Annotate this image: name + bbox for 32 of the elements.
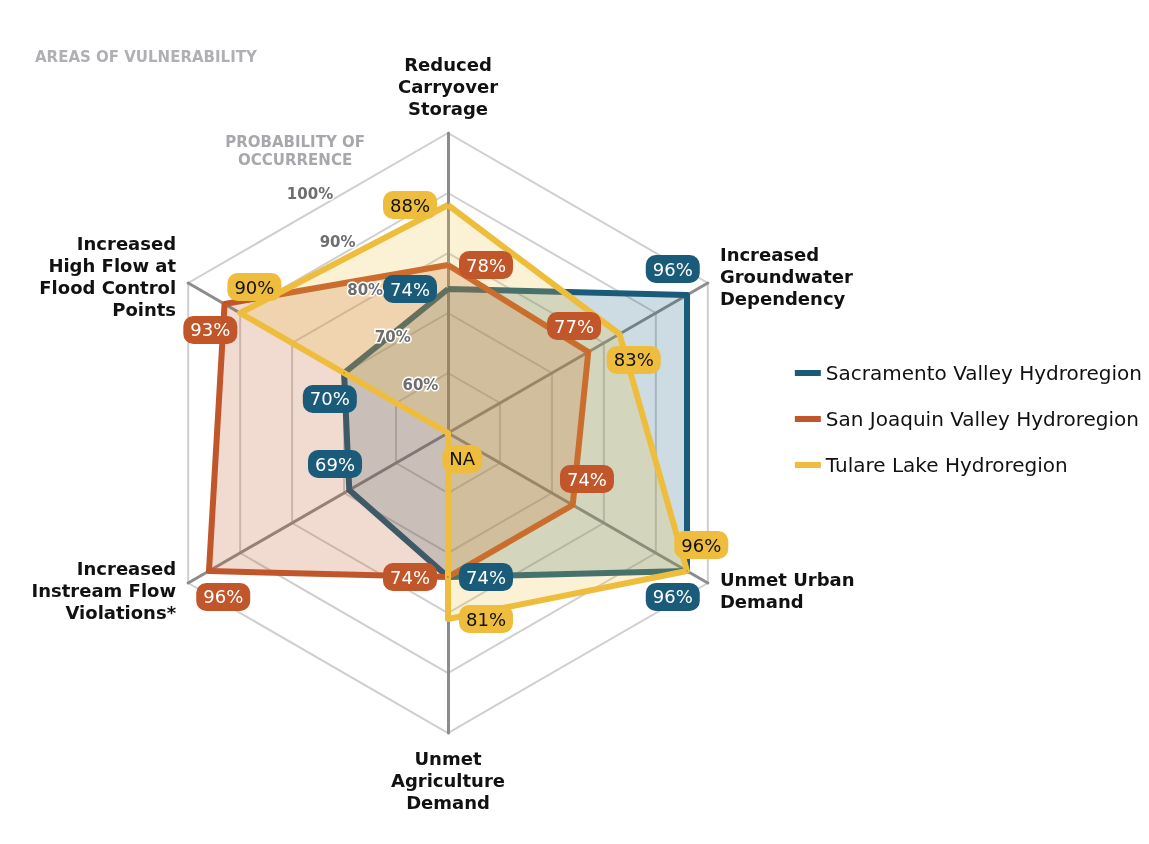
y-tick-label: 80% — [347, 280, 384, 299]
data-label: 96% — [652, 258, 693, 280]
data-label: 69% — [315, 453, 356, 475]
data-label: 81% — [465, 608, 507, 630]
data-label: 74% — [566, 468, 607, 490]
data-label: 96% — [203, 586, 244, 608]
y-tick-label: 100% — [286, 184, 334, 203]
data-label: 83% — [613, 349, 654, 371]
spoke-label: Increased High Flow at Flood Control Points — [39, 232, 177, 320]
spoke-label: Unmet Agriculture Demand — [390, 747, 506, 813]
data-label: 88% — [389, 194, 431, 216]
text: NA — [449, 448, 476, 470]
spoke-label: Unmet Urban Demand — [719, 568, 855, 612]
data-label: 96% — [681, 534, 722, 556]
spoke-label: Reduced Carryover Storage — [397, 53, 499, 119]
data-label: 78% — [465, 254, 507, 276]
data-label: 74% — [389, 566, 431, 588]
data-label: 70% — [309, 388, 350, 410]
data-label: 93% — [190, 319, 231, 341]
data-label: 90% — [234, 276, 275, 298]
data-label: 74% — [389, 278, 431, 300]
legend-label: San Joaquin Valley Hydroregion — [825, 407, 1140, 431]
spoke-label: Increased Instream Flow Violations* — [31, 557, 177, 623]
legend-label: Tulare Lake Hydroregion — [824, 453, 1068, 477]
chart-title: AREAS OF VULNERABILITY — [35, 47, 258, 66]
data-label: 74% — [465, 566, 507, 588]
data-label: 96% — [652, 586, 693, 608]
spoke-label: Increased Groundwater Dependency — [719, 243, 854, 309]
legend-label: Sacramento Valley Hydroregion — [825, 361, 1143, 385]
y-tick-label: 60% — [402, 376, 439, 395]
text: PROBABILITY OF OCCURRENCE — [225, 132, 365, 169]
data-label: 77% — [554, 315, 595, 337]
